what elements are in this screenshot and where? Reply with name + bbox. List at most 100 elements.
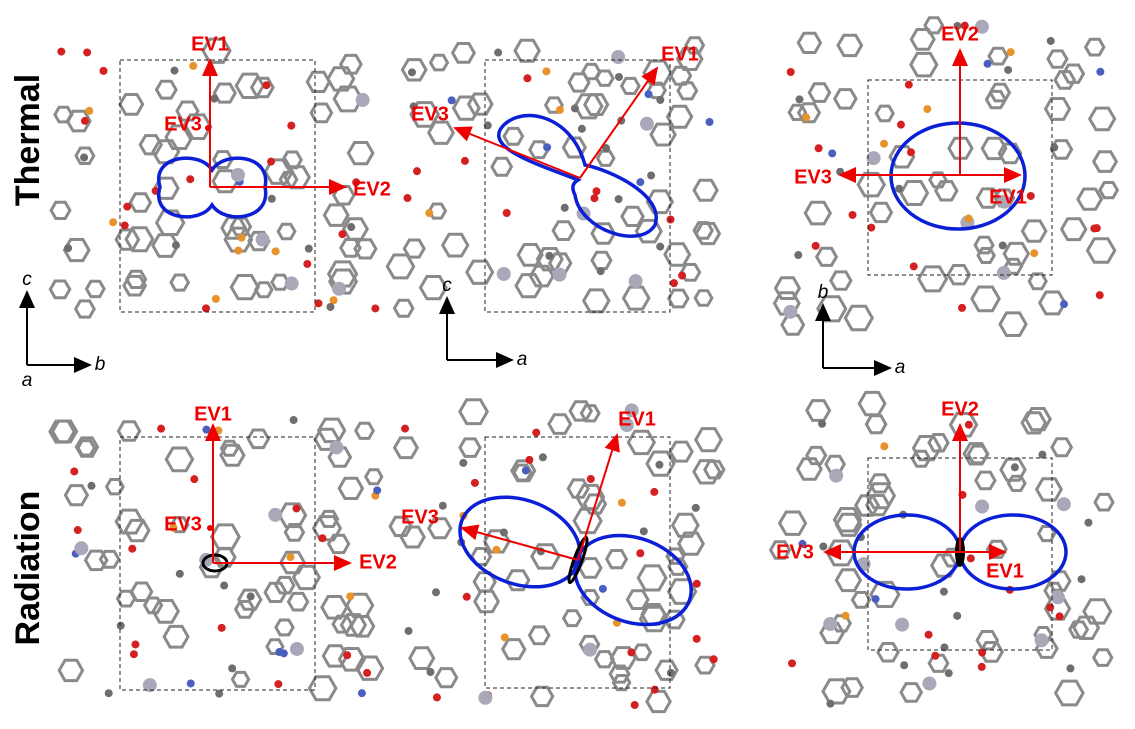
atom (880, 442, 888, 450)
atom (923, 105, 931, 113)
atom (128, 545, 136, 553)
molecule-ring (395, 438, 418, 458)
molecule-ring (817, 248, 837, 265)
atom (1078, 575, 1086, 583)
molecule-ring (410, 648, 434, 669)
molecule-ring (395, 300, 413, 316)
molecule-ring (1052, 439, 1072, 456)
atom (1084, 519, 1092, 527)
molecule-ring (911, 53, 937, 76)
molecule-ring (130, 194, 150, 212)
atom (925, 631, 933, 639)
molecule-ring (469, 94, 492, 114)
atom (1051, 590, 1065, 604)
molecule-ring (166, 448, 192, 471)
atom (1056, 612, 1064, 620)
atom (615, 73, 623, 81)
molecule-ring (65, 486, 87, 505)
molecule-ring (968, 446, 987, 463)
atom (157, 425, 165, 433)
atom (1060, 300, 1068, 308)
atom (70, 467, 78, 475)
atom (190, 475, 198, 483)
atom (371, 304, 379, 312)
atom (900, 661, 908, 669)
atom (1057, 497, 1071, 511)
atom (522, 467, 530, 475)
molecule-ring (1100, 183, 1118, 198)
atom (471, 479, 479, 487)
atom (958, 304, 966, 312)
molecule-ring (876, 106, 893, 121)
atom (1007, 48, 1015, 56)
atom (238, 234, 246, 242)
atom (210, 95, 218, 103)
atom (130, 650, 138, 658)
molecule-ring (807, 401, 830, 421)
atom (693, 635, 701, 643)
atom (812, 242, 820, 250)
atom (280, 649, 288, 657)
atom (100, 67, 108, 75)
molecule-ring (1056, 681, 1084, 705)
molecule-ring (329, 535, 349, 552)
molecule-ring (977, 632, 997, 650)
atom (1093, 224, 1101, 232)
atom (413, 167, 421, 175)
molecule-ring (622, 78, 640, 93)
atom (640, 527, 648, 535)
atom (290, 642, 304, 656)
atom (212, 295, 220, 303)
atom (640, 117, 654, 131)
atom (1038, 451, 1046, 459)
atom (290, 416, 298, 424)
molecule-ring (1037, 479, 1062, 500)
molecule-ring (696, 429, 722, 451)
molecule-ring (1046, 99, 1070, 120)
molecule-ring (838, 35, 862, 55)
molecule-ring (1029, 274, 1046, 289)
atom (492, 546, 500, 554)
molecule-ring (842, 679, 862, 697)
molecule-ring (553, 222, 574, 240)
atom (978, 663, 986, 671)
atom (867, 151, 881, 165)
atom (706, 118, 714, 126)
vector-label: EV2 (359, 551, 397, 573)
atom (532, 429, 540, 437)
atom (636, 178, 644, 186)
atom (121, 221, 129, 229)
molecule-ring (564, 611, 581, 626)
atom (189, 62, 197, 70)
row-label: Thermal (9, 74, 47, 206)
atom (629, 274, 643, 288)
atom (500, 529, 508, 537)
molecule-ring (460, 439, 480, 457)
molecule-ring (467, 261, 493, 283)
vector-arrow (455, 128, 580, 178)
molecule-ring (638, 566, 666, 590)
vector-dot (207, 525, 213, 531)
atom (794, 251, 802, 259)
atom (656, 243, 664, 251)
atom (1050, 143, 1058, 151)
molecule-ring (978, 249, 994, 263)
atom (631, 701, 639, 709)
molecule-ring (278, 224, 295, 238)
vector-label: EV3 (401, 506, 439, 528)
atom (463, 593, 471, 601)
atom (80, 153, 88, 161)
molecule-ring (1004, 243, 1028, 264)
atom (408, 68, 416, 76)
atom (85, 107, 93, 115)
atom (432, 588, 440, 596)
atom (910, 262, 918, 270)
molecule-ring (356, 423, 374, 438)
molecule-ring (901, 182, 928, 205)
molecule-ring (647, 691, 670, 711)
atom (214, 426, 222, 434)
molecule-ring (344, 219, 368, 240)
molecule-ring (1095, 494, 1113, 510)
atom (343, 651, 351, 659)
molecule-ring (443, 234, 468, 256)
